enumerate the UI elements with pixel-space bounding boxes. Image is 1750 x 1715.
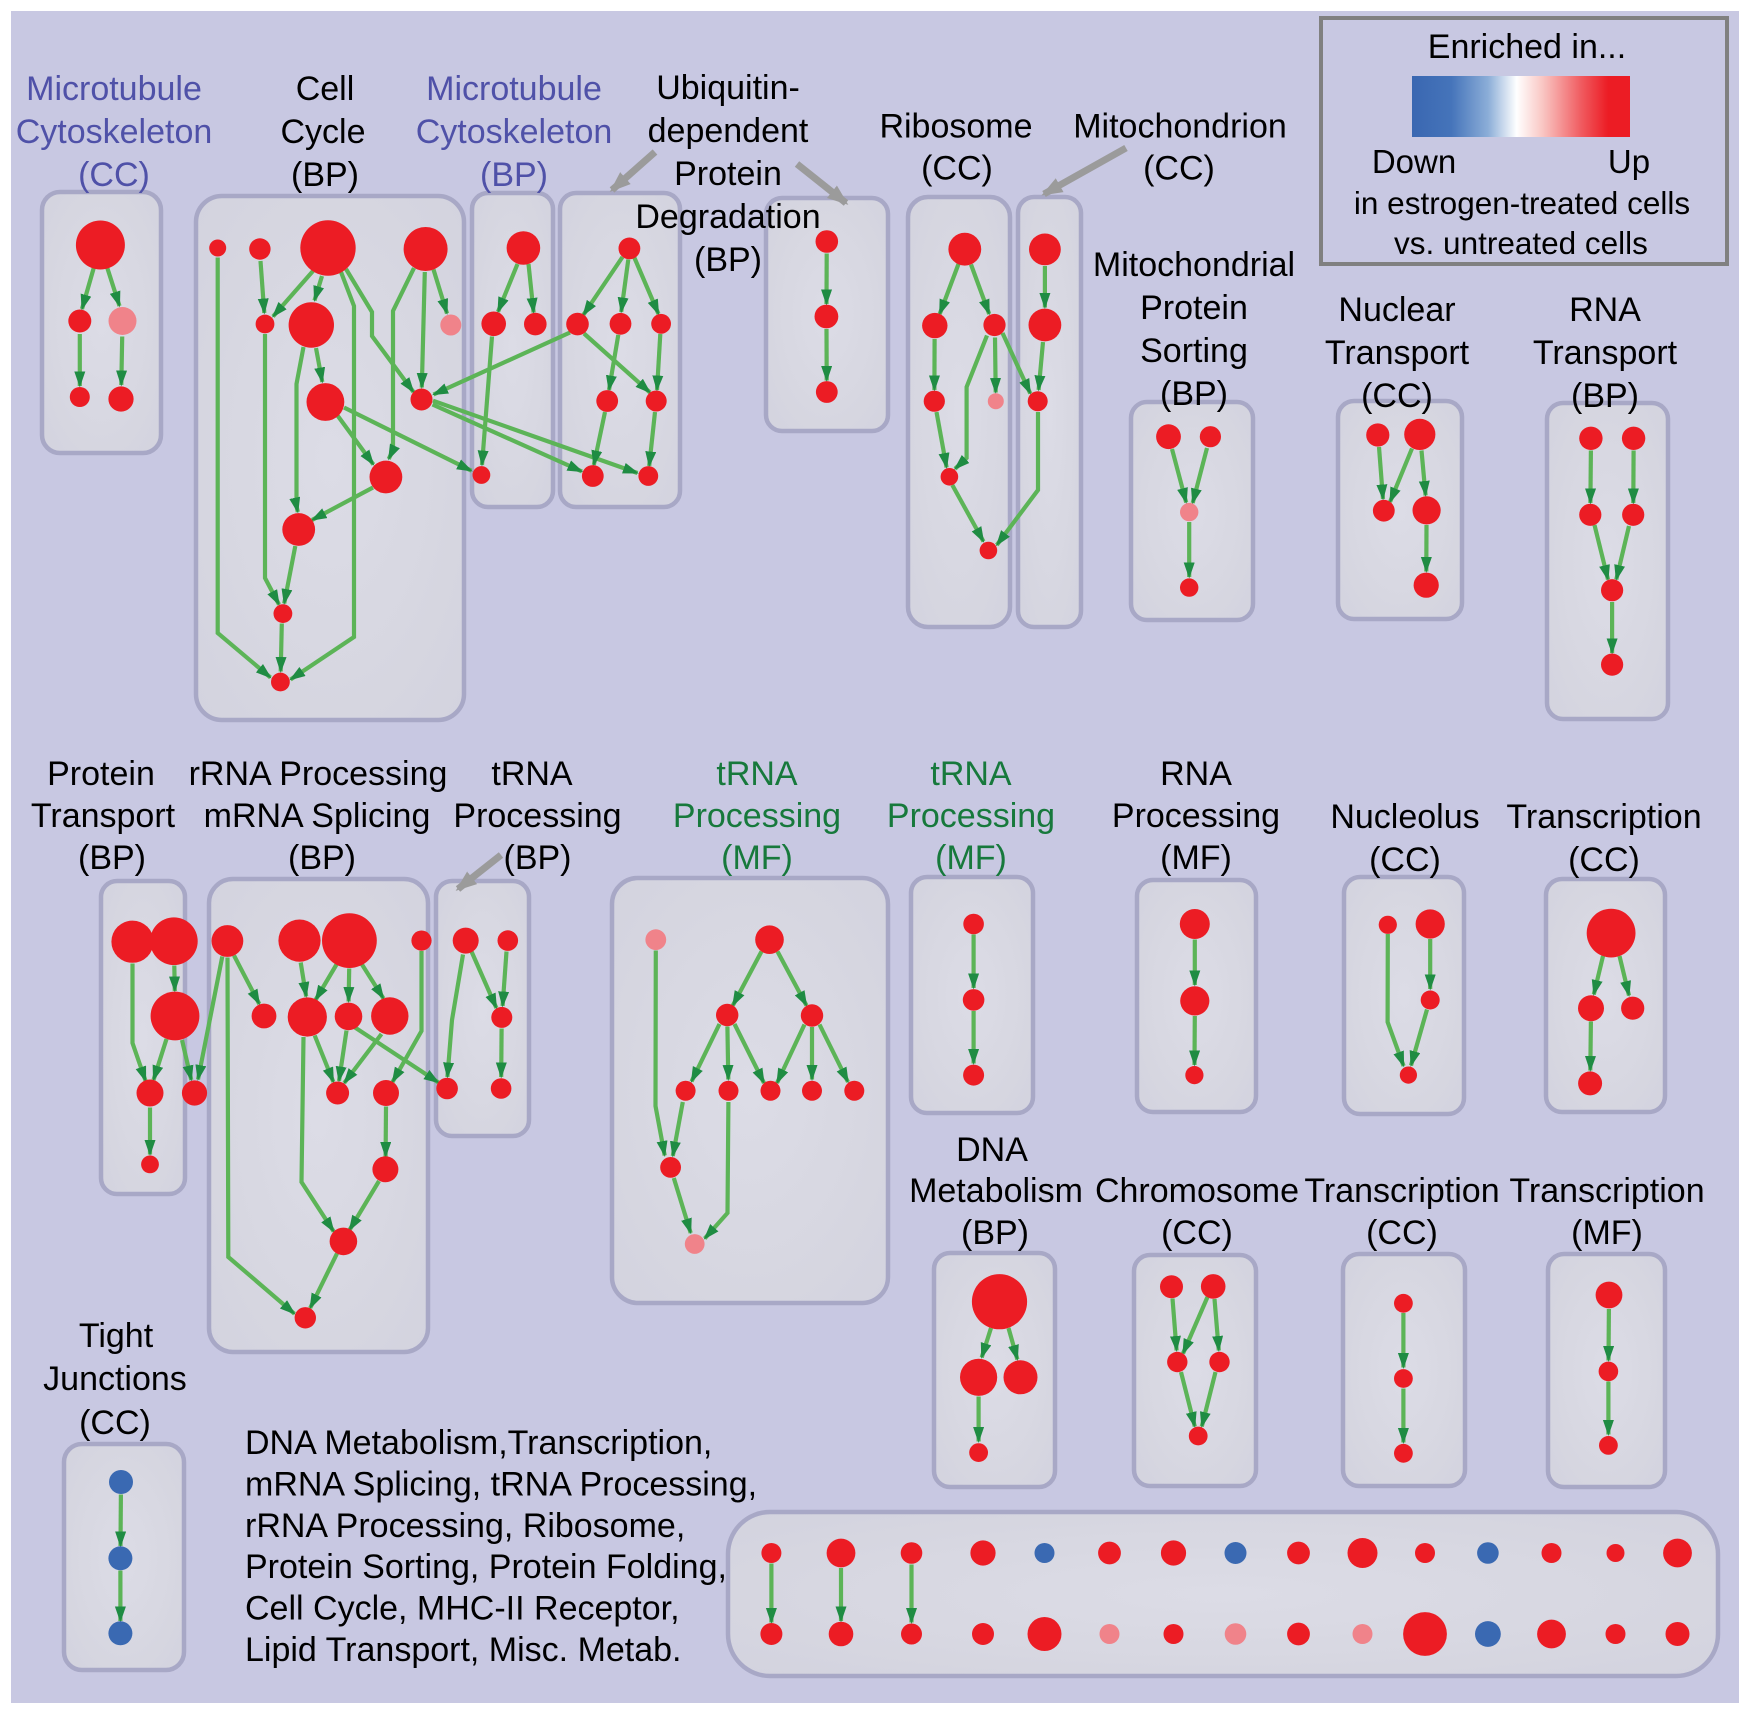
svg-text:DNA: DNA: [956, 1131, 1028, 1169]
svg-text:tRNA: tRNA: [716, 755, 798, 793]
svg-text:mRNA Splicing: mRNA Splicing: [204, 797, 431, 835]
svg-text:RNA: RNA: [1160, 755, 1232, 793]
svg-text:Transport: Transport: [31, 797, 176, 835]
svg-text:(BP): (BP): [78, 839, 146, 877]
svg-text:Nucleolus: Nucleolus: [1330, 798, 1479, 836]
svg-text:(CC): (CC): [1369, 841, 1441, 879]
svg-text:Cycle: Cycle: [280, 113, 365, 151]
svg-text:(BP): (BP): [504, 839, 572, 877]
svg-text:Cytoskeleton: Cytoskeleton: [416, 113, 613, 151]
svg-text:(CC): (CC): [1161, 1214, 1233, 1252]
svg-text:(BP): (BP): [288, 839, 356, 877]
svg-text:mRNA Splicing, tRNA Processing: mRNA Splicing, tRNA Processing,: [245, 1465, 757, 1503]
svg-text:(MF): (MF): [721, 839, 793, 877]
svg-text:Protein: Protein: [1140, 289, 1248, 327]
svg-text:Up: Up: [1608, 143, 1650, 180]
svg-text:(MF): (MF): [1160, 839, 1232, 877]
svg-text:Nuclear: Nuclear: [1338, 291, 1455, 329]
svg-text:(BP): (BP): [1160, 375, 1228, 413]
svg-text:in estrogen-treated cells: in estrogen-treated cells: [1354, 185, 1690, 221]
svg-text:(CC): (CC): [1361, 377, 1433, 415]
svg-text:tRNA: tRNA: [930, 755, 1012, 793]
svg-text:DNA Metabolism,Transcription,: DNA Metabolism,Transcription,: [245, 1424, 712, 1462]
svg-text:(MF): (MF): [1571, 1214, 1643, 1252]
svg-text:Chromosome: Chromosome: [1095, 1172, 1299, 1210]
svg-text:tRNA: tRNA: [491, 755, 573, 793]
svg-text:(CC): (CC): [921, 150, 993, 188]
svg-text:Enriched in...: Enriched in...: [1428, 28, 1626, 66]
svg-text:Degradation: Degradation: [635, 198, 820, 236]
svg-text:Processing: Processing: [1112, 797, 1280, 835]
svg-text:Processing: Processing: [673, 797, 841, 835]
svg-text:Lipid Transport, Misc. Metab.: Lipid Transport, Misc. Metab.: [245, 1631, 682, 1669]
svg-text:(BP): (BP): [694, 241, 762, 279]
svg-text:Ribosome: Ribosome: [879, 108, 1032, 146]
svg-text:rRNA Processing, Ribosome,: rRNA Processing, Ribosome,: [245, 1507, 685, 1545]
svg-text:Transport: Transport: [1325, 334, 1470, 372]
svg-text:Mitochondrial: Mitochondrial: [1093, 246, 1295, 284]
svg-text:Down: Down: [1372, 143, 1456, 180]
svg-text:(CC): (CC): [1366, 1214, 1438, 1252]
svg-text:Protein: Protein: [47, 755, 155, 793]
svg-text:Junctions: Junctions: [43, 1360, 187, 1398]
svg-text:Cell: Cell: [296, 70, 355, 108]
svg-text:(BP): (BP): [480, 156, 548, 194]
svg-text:(CC): (CC): [78, 156, 150, 194]
svg-text:(BP): (BP): [961, 1214, 1029, 1252]
svg-text:Transcription: Transcription: [1506, 798, 1701, 836]
svg-text:Mitochondrion: Mitochondrion: [1073, 108, 1287, 146]
svg-text:rRNA Processing: rRNA Processing: [189, 755, 448, 793]
svg-text:Ubiquitin-: Ubiquitin-: [656, 69, 800, 107]
svg-text:(CC): (CC): [79, 1404, 151, 1442]
svg-text:(MF): (MF): [935, 839, 1007, 877]
svg-text:(CC): (CC): [1143, 150, 1215, 188]
svg-text:Cell Cycle, MHC-II Receptor,: Cell Cycle, MHC-II Receptor,: [245, 1590, 680, 1628]
svg-text:Protein Sorting, Protein Foldi: Protein Sorting, Protein Folding,: [245, 1548, 727, 1586]
svg-text:Cytoskeleton: Cytoskeleton: [16, 113, 213, 151]
svg-text:Microtubule: Microtubule: [426, 70, 602, 108]
svg-text:Tight: Tight: [79, 1317, 154, 1355]
svg-text:Microtubule: Microtubule: [26, 70, 202, 108]
svg-text:Sorting: Sorting: [1140, 332, 1248, 370]
svg-text:dependent: dependent: [648, 112, 809, 150]
svg-text:Processing: Processing: [453, 797, 621, 835]
svg-text:vs. untreated cells: vs. untreated cells: [1394, 225, 1648, 261]
svg-text:Metabolism: Metabolism: [909, 1172, 1083, 1210]
svg-text:Protein: Protein: [674, 155, 782, 193]
svg-text:Transcription: Transcription: [1304, 1172, 1499, 1210]
svg-text:Transcription: Transcription: [1509, 1172, 1704, 1210]
svg-text:RNA: RNA: [1569, 291, 1641, 329]
svg-text:Transport: Transport: [1533, 334, 1678, 372]
svg-text:(BP): (BP): [291, 156, 359, 194]
svg-text:(CC): (CC): [1568, 841, 1640, 879]
svg-text:Processing: Processing: [887, 797, 1055, 835]
svg-text:(BP): (BP): [1571, 377, 1639, 415]
